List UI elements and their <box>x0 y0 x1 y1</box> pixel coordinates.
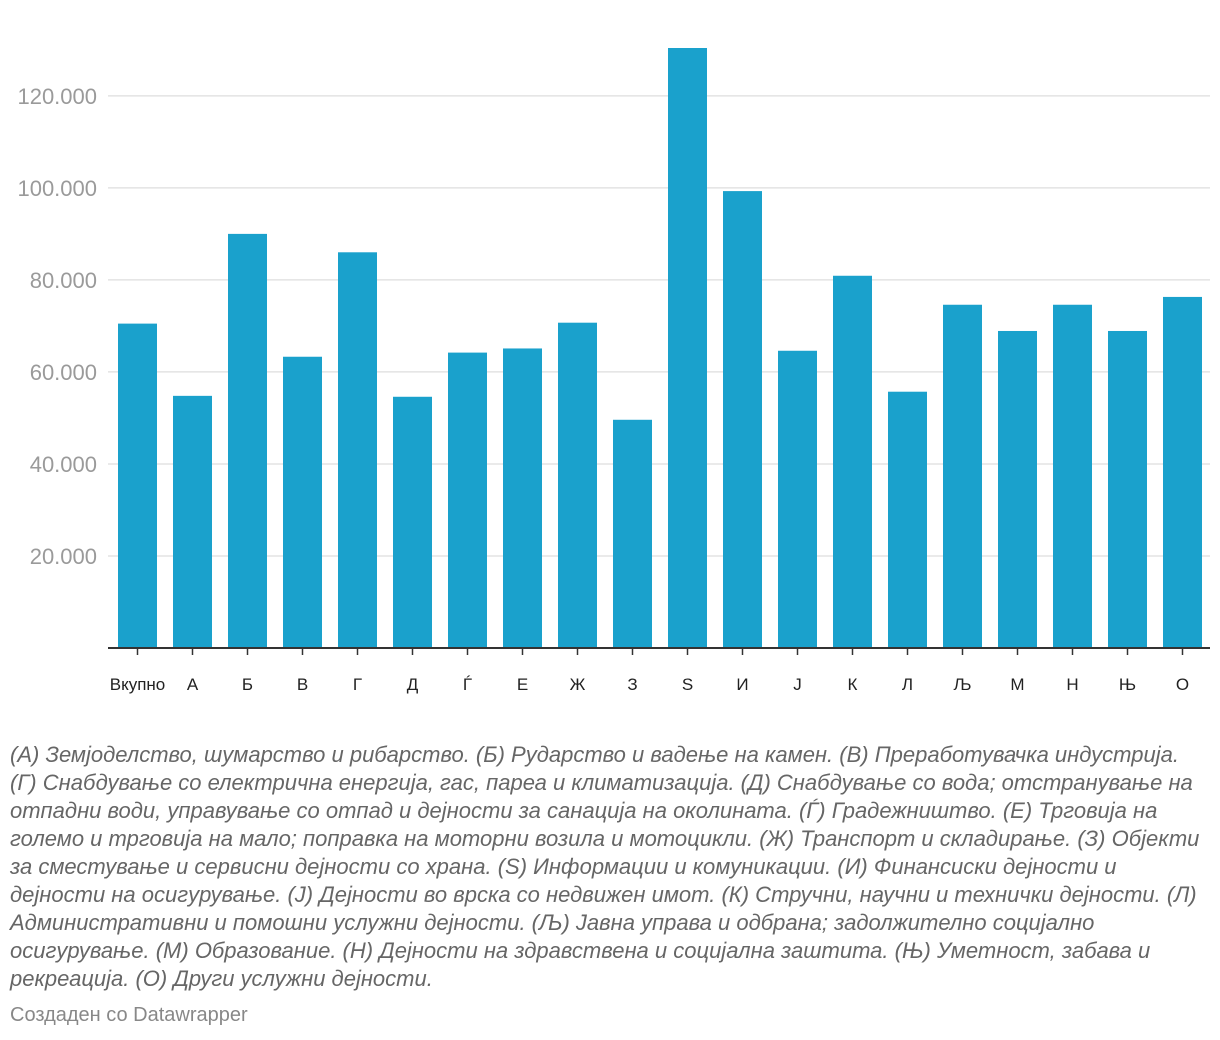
bar <box>723 191 762 649</box>
bar <box>393 396 432 648</box>
bar <box>338 252 377 648</box>
x-tick-label: Г <box>353 675 362 694</box>
y-tick-label: 60.000 <box>30 360 97 385</box>
y-tick-label: 100.000 <box>17 176 97 201</box>
bar <box>778 350 817 648</box>
bar <box>833 275 872 648</box>
bar <box>558 322 597 648</box>
gridlines <box>108 95 1210 557</box>
chart-notes: (А) Земјоделство, шумарство и рибарство.… <box>10 742 1200 991</box>
bar <box>1163 296 1202 648</box>
bar-chart: 20.000 40.000 60.000 80.000 100.000 120.000 В… <box>17 48 1210 694</box>
bar <box>668 48 707 648</box>
x-tick-label: Д <box>407 675 419 694</box>
bar <box>228 233 267 648</box>
x-tick-label: Л <box>902 675 913 694</box>
bar <box>1053 304 1092 648</box>
x-tick-label: О <box>1176 675 1189 694</box>
bar <box>283 356 322 648</box>
x-tick-label: S <box>682 675 693 694</box>
x-tick-label: З <box>627 675 637 694</box>
datawrapper-credit: Создаден со Datawrapper <box>10 1004 248 1026</box>
x-tick-label: Ѓ <box>463 675 472 694</box>
bar <box>118 323 157 648</box>
x-tick-label: А <box>187 675 199 694</box>
y-axis-labels: 20.000 40.000 60.000 80.000 100.000 120.000 <box>17 84 97 569</box>
x-tick-label: И <box>736 675 748 694</box>
x-tick-label: Н <box>1066 675 1078 694</box>
x-tick-label: К <box>848 675 858 694</box>
bar <box>998 330 1037 648</box>
y-tick-label: 20.000 <box>30 544 97 569</box>
bar <box>448 352 487 648</box>
y-tick-label: 80.000 <box>30 268 97 293</box>
bar <box>503 348 542 648</box>
y-tick-label: 40.000 <box>30 452 97 477</box>
x-tick-label: Е <box>517 675 528 694</box>
bar <box>173 395 212 648</box>
x-tick-label: Б <box>242 675 253 694</box>
x-axis-labels: Вкупно А Б В Г Д Ѓ Е Ж З S И Ј К Л Љ М Н Њ О <box>108 647 1210 694</box>
bar <box>613 419 652 648</box>
x-tick-label: Вкупно <box>110 675 166 694</box>
x-tick-label: Ж <box>570 675 586 694</box>
x-tick-label: М <box>1010 675 1024 694</box>
bar <box>943 304 982 648</box>
bar <box>1108 330 1147 648</box>
x-tick-label: Љ <box>954 675 972 694</box>
x-tick-label: В <box>297 675 308 694</box>
x-tick-label: Ј <box>793 675 802 694</box>
bar <box>888 391 927 648</box>
bars <box>118 48 1202 649</box>
x-tick-label: Њ <box>1119 675 1136 694</box>
y-tick-label: 120.000 <box>17 84 97 109</box>
